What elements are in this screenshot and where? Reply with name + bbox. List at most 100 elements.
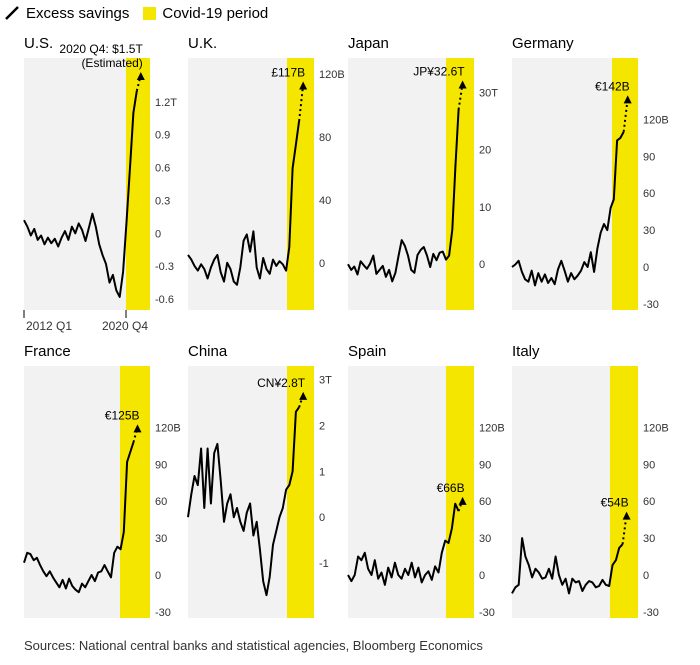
- excess-savings-line: [23, 90, 138, 298]
- y-tick-label: 60: [479, 496, 491, 508]
- y-tick-label: 3T: [319, 375, 332, 387]
- excess-savings-line: [347, 109, 460, 283]
- excess-savings-line: [511, 537, 624, 595]
- y-tick-label: 120B: [643, 422, 669, 434]
- covid-band: [120, 366, 150, 618]
- x-tick-label: 2012 Q1: [26, 319, 72, 333]
- annotation-label: €142B: [595, 79, 630, 93]
- annotation-label: €66B: [437, 481, 465, 495]
- excess-savings-line: [187, 406, 300, 597]
- y-tick-label: 0: [319, 258, 325, 270]
- y-tick-label: 120B: [643, 114, 669, 126]
- y-tick-label: 20: [479, 145, 491, 157]
- projection-line: [298, 84, 305, 122]
- excess-savings-line: [187, 120, 301, 286]
- annotation-label: JP¥32.6T: [413, 64, 465, 78]
- covid-band: [612, 58, 638, 310]
- y-tick-label: 30: [479, 533, 491, 545]
- legend-excess-savings: Excess savings: [4, 5, 129, 22]
- panel-title: China: [188, 343, 228, 360]
- panel-japan: Japan 30T 20 10 0 JP¥32.6T: [347, 35, 498, 310]
- annotation-label: €125B: [105, 408, 140, 422]
- y-tick-label: 90: [643, 459, 655, 471]
- y-tick-label: 1.2T: [155, 97, 177, 109]
- projection-arrowhead: [458, 496, 467, 505]
- legend-line-label: Excess savings: [26, 4, 130, 22]
- y-tick-label: -30: [155, 607, 171, 619]
- y-tick-label: 30T: [479, 87, 498, 99]
- panel-germany: Germany 120B 90 60 30 0 -30 €142B: [511, 35, 669, 311]
- projection-arrowhead: [136, 71, 145, 80]
- y-tick-label: 10: [479, 202, 491, 214]
- projection-arrowhead: [299, 391, 308, 400]
- panel-title: France: [24, 343, 71, 360]
- y-tick-label: 0.9: [155, 130, 170, 142]
- y-tick-label: -1: [319, 558, 329, 570]
- annotation-label: CN¥2.8T: [257, 376, 306, 390]
- excess-savings-line: [347, 502, 460, 586]
- panel-italy: Italy 120B 90 60 30 0 -30 €54B: [511, 343, 669, 619]
- panel-china: China 3T 2 1 0 -1 CN¥2.8T: [187, 343, 332, 618]
- annotation-label: £117B: [271, 65, 305, 79]
- legend-band-label: Covid-19 period: [162, 4, 269, 22]
- y-tick-label: 2: [319, 421, 325, 433]
- covid-band: [287, 366, 314, 618]
- y-tick-label: 0: [155, 228, 161, 240]
- projection-arrowhead: [622, 511, 631, 520]
- y-tick-label: 0.6: [155, 163, 170, 175]
- panel-title: U.K.: [188, 35, 217, 52]
- y-tick-label: 60: [155, 496, 167, 508]
- y-tick-label: 120B: [155, 422, 181, 434]
- panel-title: U.S.: [24, 35, 53, 52]
- y-tick-label: 0: [479, 259, 485, 271]
- x-tick-label: 2020 Q4: [102, 319, 148, 333]
- y-tick-label: -30: [479, 607, 495, 619]
- y-tick-label: -0.6: [155, 294, 174, 306]
- y-tick-label: -30: [643, 607, 659, 619]
- y-tick-label: -30: [643, 299, 659, 311]
- covid-band: [446, 58, 474, 310]
- y-tick-label: 0: [643, 262, 649, 274]
- y-tick-label: 30: [155, 533, 167, 545]
- panel-title: Italy: [512, 343, 540, 360]
- y-tick-label: 60: [643, 188, 655, 200]
- y-tick-label: 120B: [479, 422, 505, 434]
- projection-arrowhead: [299, 81, 308, 90]
- panel-spain: Spain 120B 90 60 30 0 -30 €66B: [347, 343, 505, 619]
- excess-savings-line: [511, 131, 625, 287]
- projection-arrowhead: [133, 424, 142, 433]
- y-tick-label: 30: [643, 225, 655, 237]
- legend: Excess savings Covid-19 period: [4, 2, 282, 24]
- covid-band: [610, 366, 638, 618]
- annotation-label: €54B: [601, 496, 629, 510]
- y-tick-label: 80: [319, 132, 331, 144]
- y-tick-label: 0: [643, 570, 649, 582]
- projection-line: [457, 499, 464, 512]
- y-tick-label: 30: [643, 533, 655, 545]
- y-tick-label: 90: [155, 459, 167, 471]
- annotation-label: 2020 Q4: $1.5T: [59, 42, 143, 56]
- y-tick-label: -0.3: [155, 261, 174, 273]
- y-tick-label: 90: [643, 151, 655, 163]
- covid-band: [446, 366, 474, 618]
- y-tick-label: 120B: [319, 69, 345, 81]
- projection-line: [622, 98, 629, 132]
- excess-savings-line: [23, 441, 135, 594]
- panel-title: Germany: [512, 35, 574, 52]
- panel-france: France 120B 90 60 30 0 -30 €125B: [23, 343, 181, 619]
- panel-title: Spain: [348, 343, 386, 360]
- y-tick-label: 0: [479, 570, 485, 582]
- y-tick-label: 40: [319, 195, 331, 207]
- covid-band: [126, 58, 150, 310]
- panel-u-k: U.K. 120B 80 40 0 £117B: [187, 35, 345, 310]
- legend-covid-period: Covid-19 period: [143, 5, 268, 22]
- y-tick-label: 60: [643, 496, 655, 508]
- projection-arrowhead: [458, 80, 467, 89]
- projection-arrowhead: [623, 95, 632, 104]
- panel-u-s: U.S. 1.2T 0.9 0.6 0.3 0 -0.3 -0.6 2020 Q4: $1.5T…: [23, 35, 177, 333]
- band-swatch-icon: [143, 6, 157, 20]
- y-tick-label: 0: [319, 512, 325, 524]
- line-series-icon: [5, 6, 19, 20]
- source-note: Sources: National central banks and stat…: [24, 638, 483, 653]
